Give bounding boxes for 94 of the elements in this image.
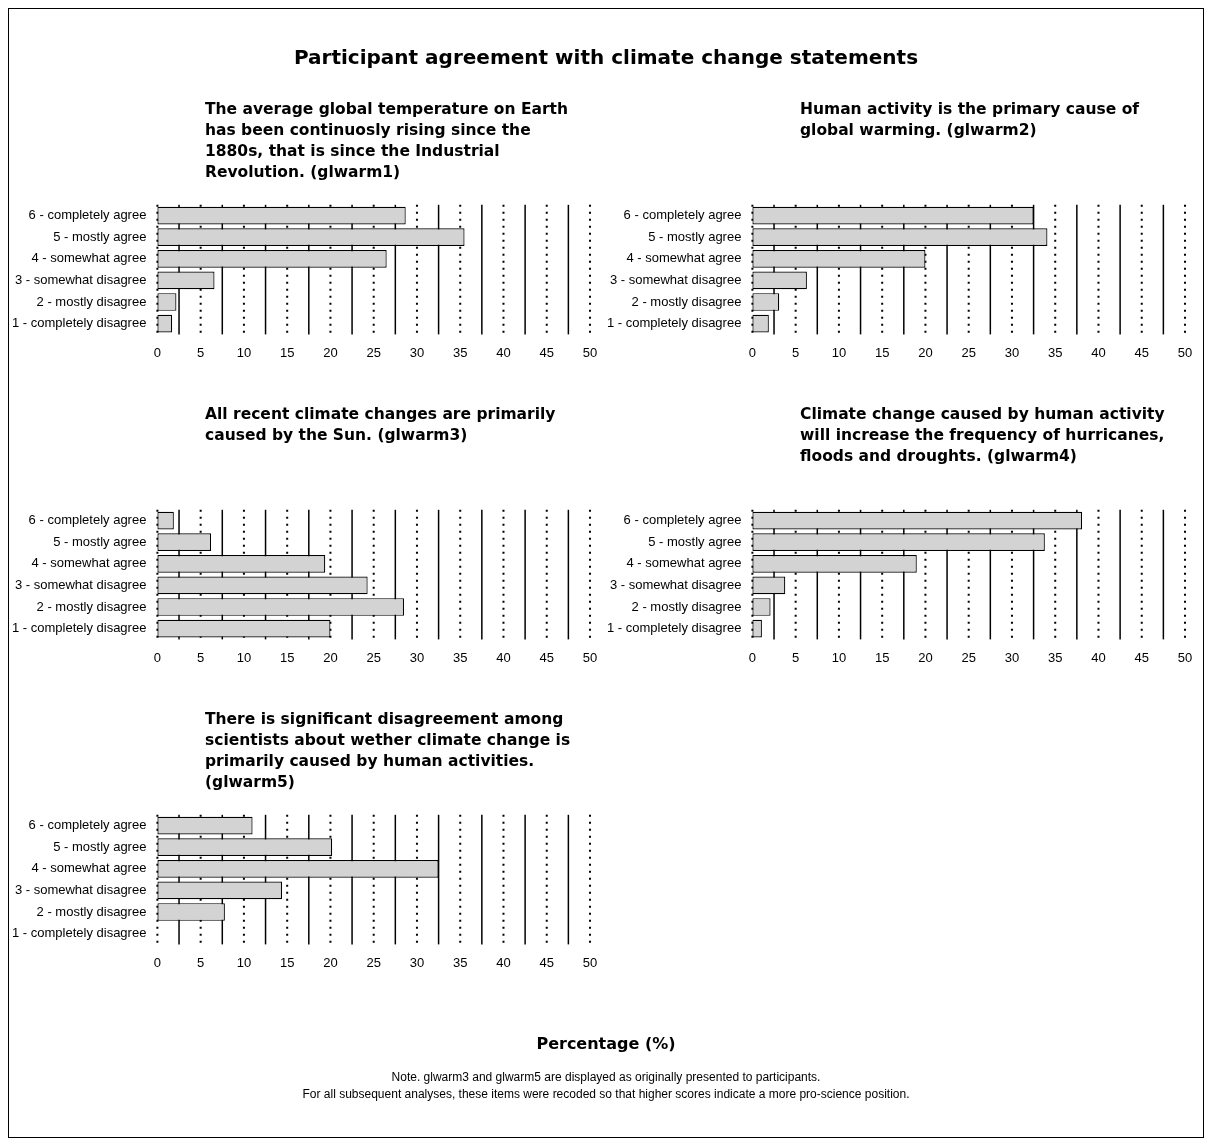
y-tick-label: 5 - mostly agree [53,533,147,549]
chart-title: The average global temperature on Earth has been continuosly rising since the 1880s, that is since the Industrial Revolution. (glwarm1) [205,99,570,183]
y-tick-label: 4 - somewhat agree [31,250,147,266]
x-tick-label: 10 [236,344,252,360]
y-tick-label: 1 - completely disagree [11,925,147,941]
y-tick-label: 5 - mostly agree [648,228,742,244]
x-tick-label: 50 [582,954,598,970]
x-tick-label: 10 [831,344,847,360]
y-tick-label: 2 - mostly disagree [36,903,147,919]
x-tick-label: 35 [452,954,468,970]
chart-title: Climate change caused by human activity will increase the frequency of hurricanes, floods and droughts. (glwarm4) [800,404,1166,467]
x-tick-label: 50 [1177,649,1193,665]
x-tick-label: 35 [452,649,468,665]
y-tick-label: 3 - somewhat disagree [609,576,742,592]
x-tick-label: 5 [197,954,205,970]
y-tick-label: 4 - somewhat agree [626,555,742,571]
x-tick-label: 0 [153,344,162,360]
y-tick-label: 5 - mostly agree [53,228,147,244]
chart-title: All recent climate changes are primarily caused by the Sun. (glwarm3) [205,404,557,446]
x-tick-label: 5 [792,649,800,665]
y-tick-label: 1 - completely disagree [11,620,147,636]
text: Percentage (%) [535,1034,677,1053]
x-tick-label: 30 [1004,344,1020,360]
x-tick-label: 40 [496,344,511,360]
x-tick-label: 25 [961,344,976,360]
x-tick-label: 40 [496,954,511,970]
x-tick-label: 45 [539,344,554,360]
y-tick-label: 1 - completely disagree [11,315,147,331]
x-tick-label: 20 [918,649,933,665]
chart-title: There is significant disagreement among scientists about wether climate change is primarily caused by human activities. (glwarm5) [205,709,572,793]
y-tick-label: 4 - somewhat agree [31,860,147,876]
x-tick-label: 50 [582,649,598,665]
x-tick-label: 10 [236,954,252,970]
y-tick-label: 6 - completely agree [623,207,742,223]
text: Note. glwarm3 and glwarm5 are displayed as originally presented to participants. [390,1069,822,1086]
y-tick-label: 6 - completely agree [623,512,742,528]
x-tick-label: 15 [279,954,295,970]
y-tick-label: 3 - somewhat disagree [14,881,147,897]
x-tick-label: 30 [1004,649,1020,665]
y-tick-label: 2 - mostly disagree [36,598,147,614]
x-tick-label: 35 [1047,649,1063,665]
x-tick-label: 15 [279,649,295,665]
x-tick-label: 50 [1177,344,1193,360]
x-tick-label: 25 [366,344,381,360]
x-tick-label: 5 [792,344,800,360]
y-tick-label: 4 - somewhat agree [31,555,147,571]
y-tick-label: 6 - completely agree [28,512,147,528]
y-tick-label: 1 - completely disagree [606,315,742,331]
x-tick-label: 15 [874,649,890,665]
x-tick-label: 20 [323,954,338,970]
x-tick-label: 45 [539,649,554,665]
x-tick-label: 35 [1047,344,1063,360]
x-tick-label: 25 [961,649,976,665]
y-tick-label: 1 - completely disagree [606,620,742,636]
x-tick-label: 30 [409,649,425,665]
x-tick-label: 45 [1134,649,1149,665]
y-tick-label: 3 - somewhat disagree [14,576,147,592]
x-tick-label: 40 [1091,649,1106,665]
x-tick-label: 15 [279,344,295,360]
text: For all subsequent analyses, these items were recoded so that higher scores indicate a more pro-science position. [301,1086,911,1103]
x-tick-label: 30 [409,954,425,970]
x-tick-label: 45 [1134,344,1149,360]
x-tick-label: 20 [918,344,933,360]
y-tick-label: 2 - mostly disagree [36,293,147,309]
x-tick-label: 0 [748,649,757,665]
x-tick-label: 35 [452,344,468,360]
x-tick-label: 30 [409,344,425,360]
x-tick-label: 20 [323,344,338,360]
x-tick-label: 25 [366,954,381,970]
x-tick-label: 10 [831,649,847,665]
y-tick-label: 5 - mostly agree [648,533,742,549]
x-tick-label: 10 [236,649,252,665]
x-tick-label: 45 [539,954,554,970]
y-tick-label: 2 - mostly disagree [631,293,742,309]
y-tick-label: 3 - somewhat disagree [609,271,742,287]
x-tick-label: 40 [1091,344,1106,360]
x-tick-label: 15 [874,344,890,360]
x-tick-label: 0 [153,649,162,665]
y-tick-label: 4 - somewhat agree [626,250,742,266]
y-tick-label: 3 - somewhat disagree [14,271,147,287]
x-tick-label: 50 [582,344,598,360]
x-tick-label: 5 [197,649,205,665]
x-tick-label: 25 [366,649,381,665]
y-tick-label: 2 - mostly disagree [631,598,742,614]
x-tick-label: 40 [496,649,511,665]
y-tick-label: 5 - mostly agree [53,838,147,854]
y-tick-label: 6 - completely agree [28,207,147,223]
x-tick-label: 0 [153,954,162,970]
chart-title: Human activity is the primary cause of global warming. (glwarm2) [800,99,1141,141]
y-tick-label: 6 - completely agree [28,817,147,833]
x-tick-label: 0 [748,344,757,360]
x-tick-label: 5 [197,344,205,360]
x-tick-label: 20 [323,649,338,665]
text: Participant agreement with climate change statements [292,45,920,69]
